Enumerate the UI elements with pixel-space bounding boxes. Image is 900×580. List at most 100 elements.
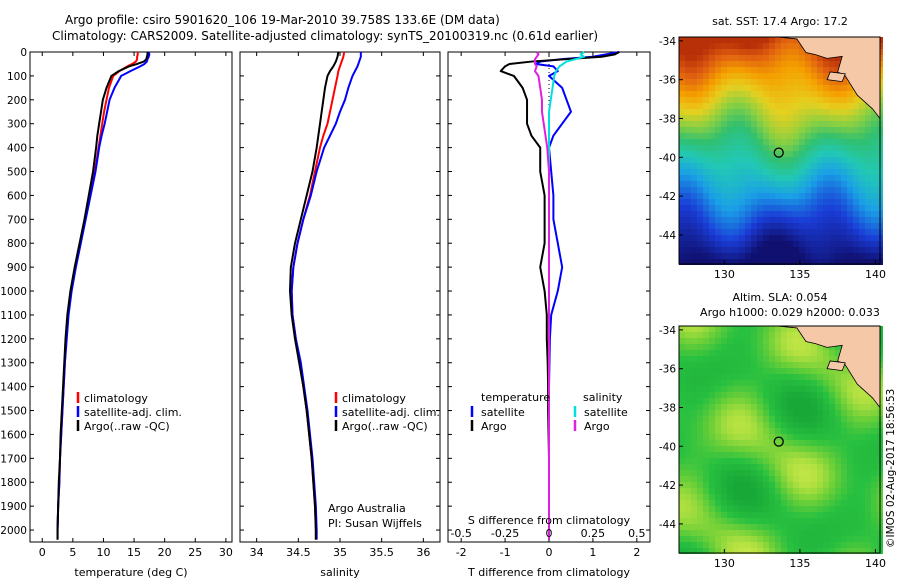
map-cell xyxy=(691,488,697,494)
map-cell xyxy=(769,476,775,482)
map-cell xyxy=(787,61,793,67)
map-cell xyxy=(763,133,769,139)
map-cell xyxy=(811,350,817,356)
map-cell xyxy=(685,139,691,145)
map-cell xyxy=(841,157,847,163)
map-cell xyxy=(727,380,733,386)
map-cell xyxy=(799,61,805,67)
map-cell xyxy=(835,151,841,157)
map-cell xyxy=(817,422,823,428)
y-tick-label: 700 xyxy=(7,214,27,226)
map-cell xyxy=(865,416,871,422)
map-cell xyxy=(811,151,817,157)
map-cell xyxy=(859,103,865,109)
map-cell xyxy=(715,205,721,211)
map-cell xyxy=(853,91,859,97)
map-cell xyxy=(745,392,751,398)
map-cell xyxy=(787,416,793,422)
map-cell xyxy=(769,512,775,518)
map-cell xyxy=(793,506,799,512)
x-tick-label: 25 xyxy=(188,546,202,559)
map-cell xyxy=(811,73,817,79)
map-cell xyxy=(823,73,829,79)
map-cell xyxy=(823,151,829,157)
y-tick-label: -34 xyxy=(659,325,676,337)
map-cell xyxy=(835,61,841,67)
map-cell xyxy=(691,37,697,43)
map-cell xyxy=(823,223,829,229)
map-cell xyxy=(763,199,769,205)
y-tick-label: -42 xyxy=(659,191,676,203)
map-cell xyxy=(721,253,727,259)
map-cell xyxy=(685,193,691,199)
map-cell xyxy=(835,109,841,115)
map-cell xyxy=(859,470,865,476)
map-cell xyxy=(805,446,811,452)
map-cell xyxy=(691,338,697,344)
map-cell xyxy=(775,440,781,446)
map-cell xyxy=(793,470,799,476)
top-s-tick-label: 0 xyxy=(546,527,553,540)
map-cell xyxy=(841,380,847,386)
map-cell xyxy=(691,500,697,506)
map-cell xyxy=(787,103,793,109)
map-cell xyxy=(763,380,769,386)
map-cell xyxy=(859,115,865,121)
map-cell xyxy=(697,181,703,187)
map-cell xyxy=(745,217,751,223)
map-cell xyxy=(859,259,865,265)
map-cell xyxy=(817,350,823,356)
map-cell xyxy=(685,253,691,259)
map-cell xyxy=(817,464,823,470)
map-cell xyxy=(703,512,709,518)
map-cell xyxy=(733,205,739,211)
map-cell xyxy=(871,446,877,452)
map-cell xyxy=(787,133,793,139)
map-cell xyxy=(697,247,703,253)
map-cell xyxy=(775,193,781,199)
map-cell xyxy=(691,163,697,169)
map-cell xyxy=(823,380,829,386)
map-cell xyxy=(733,121,739,127)
map-cell xyxy=(733,446,739,452)
map-cell xyxy=(745,338,751,344)
map-cell xyxy=(751,416,757,422)
map-cell xyxy=(841,404,847,410)
map-cell xyxy=(679,524,685,530)
map-cell xyxy=(691,542,697,548)
map-cell xyxy=(799,428,805,434)
map-cell xyxy=(751,542,757,548)
map-cell xyxy=(757,229,763,235)
map-cell xyxy=(859,199,865,205)
map-cell xyxy=(847,181,853,187)
map-cell xyxy=(679,91,685,97)
map-cell xyxy=(709,85,715,91)
map-cell xyxy=(865,488,871,494)
map-cell xyxy=(721,247,727,253)
map-cell xyxy=(685,241,691,247)
map-cell xyxy=(745,458,751,464)
map-cell xyxy=(703,494,709,500)
map-cell xyxy=(679,133,685,139)
map-cell xyxy=(697,187,703,193)
map-cell xyxy=(847,85,853,91)
map-cell xyxy=(775,404,781,410)
map-cell xyxy=(733,464,739,470)
map-cell xyxy=(823,350,829,356)
map-cell xyxy=(823,259,829,265)
map-cell xyxy=(679,187,685,193)
map-cell xyxy=(853,169,859,175)
map-cell xyxy=(757,518,763,524)
map-cell xyxy=(691,440,697,446)
map-cell xyxy=(823,229,829,235)
map-cell xyxy=(793,97,799,103)
map-cell xyxy=(709,350,715,356)
map-cell xyxy=(841,151,847,157)
map-cell xyxy=(691,356,697,362)
map-cell xyxy=(709,187,715,193)
map-cell xyxy=(775,151,781,157)
map-cell xyxy=(763,506,769,512)
map-cell xyxy=(745,199,751,205)
map-cell xyxy=(721,488,727,494)
map-cell xyxy=(871,500,877,506)
